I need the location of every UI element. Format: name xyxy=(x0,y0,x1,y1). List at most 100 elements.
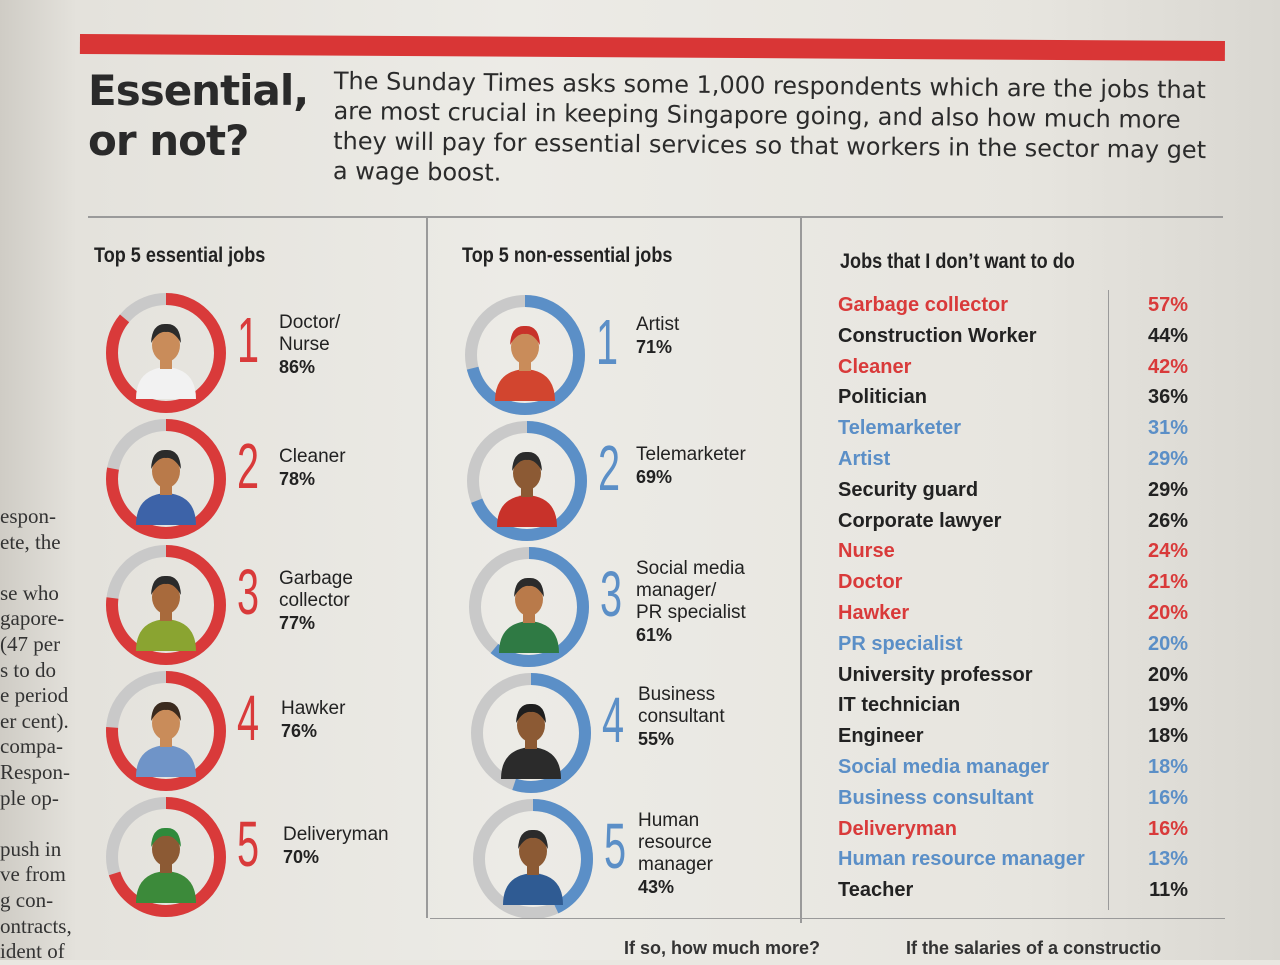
margin-line: Respon- xyxy=(0,759,70,784)
nonessential-ring-chart xyxy=(471,673,591,793)
intro-paragraph: The Sunday Times asks some 1,000 respond… xyxy=(332,66,1207,187)
bottom-teaser-2: If the salaries of a constructio xyxy=(906,938,1162,958)
table-row: Engineer 18% xyxy=(836,721,1188,752)
row-percent: 21% xyxy=(1147,571,1188,594)
ring-value-arc xyxy=(106,797,226,917)
job-label: Telemarketer 69% xyxy=(636,444,746,488)
nonessential-ring-chart xyxy=(473,799,593,919)
margin-line: s to do xyxy=(0,657,57,682)
table-row: University professor 20% xyxy=(836,660,1188,691)
nonessential-ring-chart xyxy=(467,421,587,541)
essential-job-item: 3 Garbage collector 77% xyxy=(103,542,413,668)
rank-number: 5 xyxy=(604,810,627,882)
adjacent-article-margin: espon-ete, the se who gapore- (47 per s to … xyxy=(0,504,80,965)
nonessential-ring-chart xyxy=(469,547,589,667)
row-percent: 19% xyxy=(1147,694,1188,717)
row-percent: 31% xyxy=(1147,417,1188,440)
row-job: Cleaner xyxy=(838,355,912,378)
worker-illustration xyxy=(495,325,555,401)
row-job: IT technician xyxy=(838,694,961,717)
job-name: Artist xyxy=(636,314,680,335)
margin-line: (47 per xyxy=(0,631,61,656)
margin-line: ete, the xyxy=(0,529,61,554)
table-row: IT technician 19% xyxy=(836,690,1188,721)
row-job: Hawker xyxy=(838,601,910,624)
table-row: Garbage collector 57% xyxy=(836,290,1188,321)
nonessential-ring-chart xyxy=(465,295,585,415)
row-job: Construction Worker xyxy=(838,324,1037,347)
nonessential-job-item: 5 Human resource manager 43% xyxy=(470,796,790,922)
worker-illustration xyxy=(136,701,196,777)
job-name: Cleaner xyxy=(279,446,346,467)
worker-illustration xyxy=(501,703,561,779)
essential-job-item: 5 Deliveryman 70% xyxy=(103,794,413,920)
table-row: Teacher 11% xyxy=(836,875,1188,906)
row-job: Social media manager xyxy=(838,755,1050,778)
row-percent: 36% xyxy=(1147,386,1188,409)
table-row: PR specialist 20% xyxy=(836,629,1188,660)
row-percent: 29% xyxy=(1147,447,1188,470)
margin-line: e period xyxy=(0,683,69,708)
job-percent: 86% xyxy=(279,357,316,377)
job-percent: 43% xyxy=(638,877,675,897)
row-percent: 26% xyxy=(1147,509,1188,532)
row-job: Telemarketer xyxy=(838,417,962,440)
job-label: Artist 71% xyxy=(636,314,679,358)
job-label: Business consultant 55% xyxy=(638,684,725,750)
margin-line: ontracts, xyxy=(0,913,72,938)
ring-value-arc xyxy=(106,419,226,539)
job-percent: 71% xyxy=(636,337,673,357)
worker-illustration xyxy=(136,827,196,903)
job-label: Garbage collector 77% xyxy=(279,568,353,634)
essential-job-item: 4 Hawker 76% xyxy=(103,668,413,794)
rank-number: 1 xyxy=(237,304,260,376)
table-row: Politician 36% xyxy=(836,382,1188,413)
row-job: PR specialist xyxy=(838,632,963,655)
job-percent: 61% xyxy=(636,625,673,645)
job-name-cont: Nurse xyxy=(279,334,330,355)
table-row: Social media manager 18% xyxy=(836,752,1188,783)
row-percent: 18% xyxy=(1147,755,1188,778)
ring-value-arc xyxy=(469,547,589,667)
essential-ring-chart xyxy=(106,419,226,539)
margin-line: push in xyxy=(0,836,62,861)
row-job: Human resource manager xyxy=(838,848,1085,871)
job-name-cont: manager xyxy=(638,854,713,875)
ring-value-arc xyxy=(106,671,226,791)
margin-line xyxy=(0,555,80,581)
job-name-cont: manager/ xyxy=(636,580,717,601)
row-job: Nurse xyxy=(838,540,895,563)
margin-line: compa- xyxy=(0,734,63,759)
row-job: Doctor xyxy=(838,571,903,594)
nonessential-job-item: 2 Telemarketer 69% xyxy=(464,418,784,544)
row-percent: 24% xyxy=(1147,540,1188,563)
worker-illustration xyxy=(136,575,196,651)
job-name: Business xyxy=(638,684,716,705)
table-row: Business consultant 16% xyxy=(836,783,1188,814)
job-name: Social media xyxy=(636,558,745,579)
essential-title: Top 5 essential jobs xyxy=(94,244,266,267)
rank-number: 4 xyxy=(602,684,625,756)
table-row: Security guard 29% xyxy=(836,475,1188,506)
margin-line: se who xyxy=(0,580,59,605)
essential-ring-chart xyxy=(106,797,226,917)
row-job: Politician xyxy=(838,386,927,409)
essential-job-item: 2 Cleaner 78% xyxy=(103,416,413,542)
job-name: Deliveryman xyxy=(283,824,389,845)
job-label: Doctor/Nurse 86% xyxy=(279,312,340,378)
job-percent: 69% xyxy=(636,467,673,487)
table-row: Cleaner 42% xyxy=(836,352,1188,383)
job-name-cont: PR specialist xyxy=(636,602,746,623)
margin-line: ve from xyxy=(0,862,66,887)
row-percent: 42% xyxy=(1147,355,1188,378)
essential-ring-chart xyxy=(106,545,226,665)
job-name-cont: resource xyxy=(638,832,712,853)
ring-value-arc xyxy=(106,293,226,413)
column-divider-2 xyxy=(800,218,802,923)
job-name: Human xyxy=(638,810,700,831)
worker-illustration xyxy=(136,323,196,399)
worker-illustration xyxy=(499,577,559,653)
row-job: Corporate lawyer xyxy=(838,509,1002,532)
row-job: Garbage collector xyxy=(838,294,1009,316)
